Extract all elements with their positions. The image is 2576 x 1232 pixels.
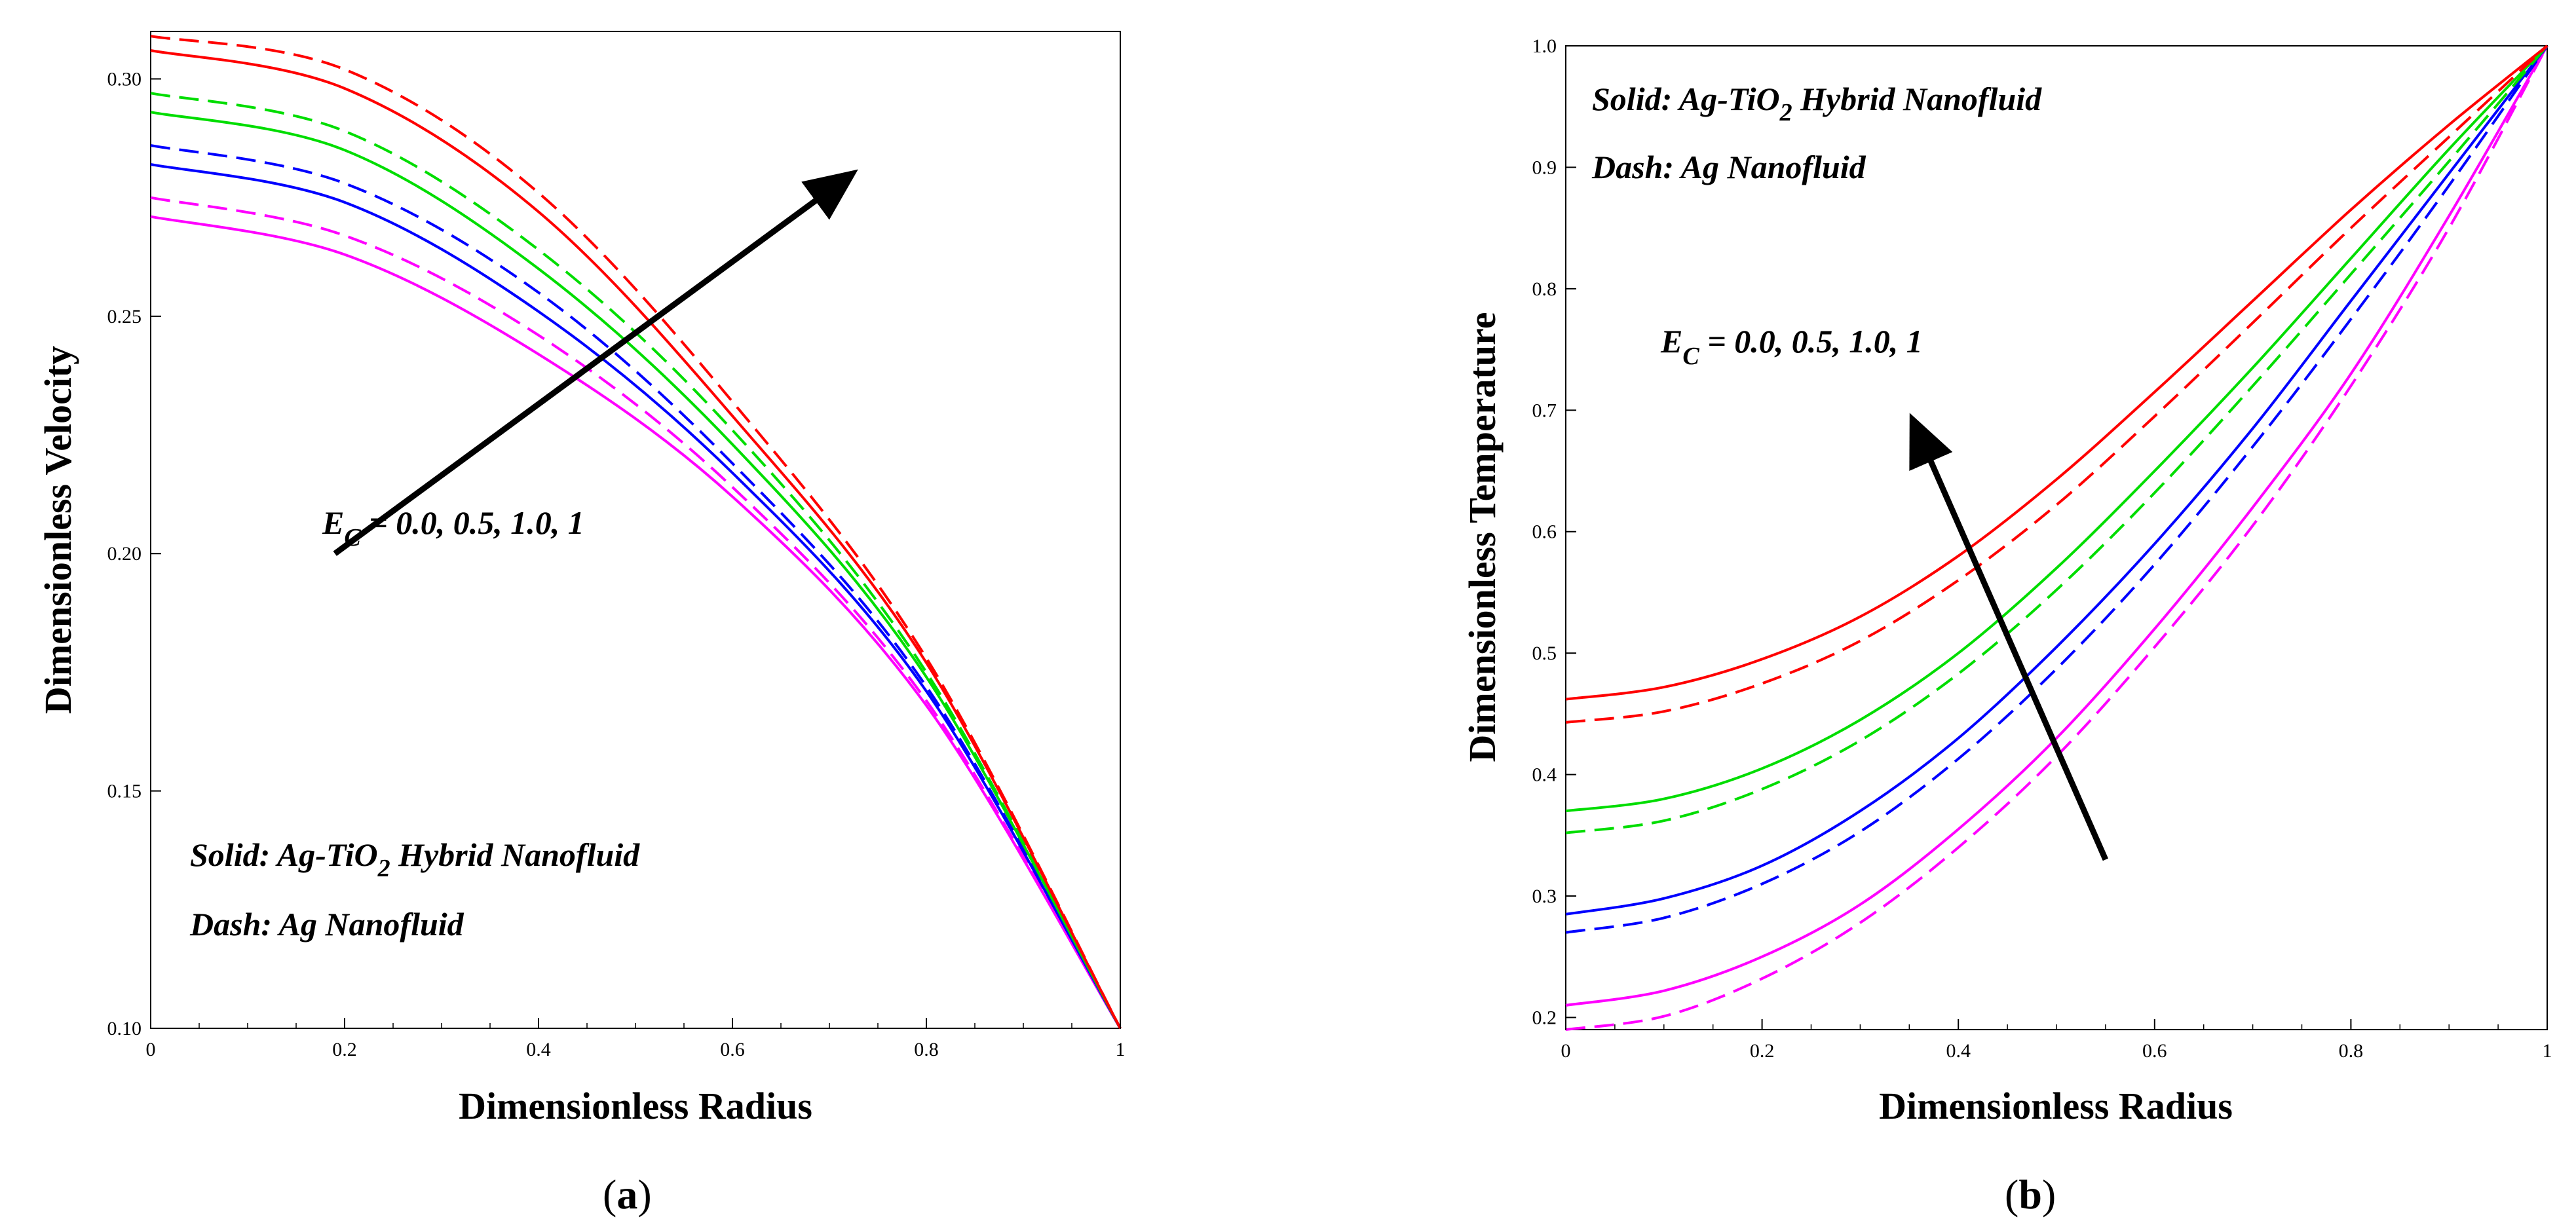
- panel-b-series-line-4: [1565, 45, 2548, 813]
- panel-a-param-subscript: C: [344, 524, 361, 551]
- panel-b-y-tick-label: 0.6: [1532, 521, 1557, 543]
- panel-a-series: [150, 35, 1122, 1030]
- panel-b-param-symbol: E: [1660, 323, 1682, 360]
- panel-a-solid-note-suffix: Hybrid Nanofluid: [390, 836, 641, 873]
- panel-b-x-tick-label: 0.6: [2142, 1040, 2167, 1062]
- panel-b-series-line-2: [1565, 45, 2548, 916]
- panel-a-y-tick-label: 0.15: [107, 781, 142, 802]
- panel-b-x-tick-label: 0: [1561, 1040, 1571, 1062]
- panel-b-series-line-3: [1565, 45, 2548, 934]
- panel-b-caption-letter: b: [2018, 1171, 2042, 1218]
- panel-b-y-tick-label: 0.4: [1532, 764, 1557, 786]
- panel-b-plot-frame: [1565, 45, 2548, 1030]
- panel-a-y-tick-label: 0.20: [107, 543, 142, 565]
- panel-b-x-tick-label: 0.8: [2339, 1040, 2364, 1062]
- panel-a-velocity: 0 0.2 0.4 0.6 0.8 1 0.10 0.15 0.20 0.25 0.30 Dime…: [37, 31, 1126, 1218]
- panel-b-y-ticks: 0.2 0.3 0.4 0.5 0.6 0.7 0.8 0.9 1.0: [1532, 35, 1576, 1028]
- panel-a-series-line-1: [150, 196, 1122, 1030]
- panel-a-x-tick-label: 1: [1116, 1039, 1126, 1060]
- panel-b-solid-note-subscript: 2: [1779, 99, 1792, 126]
- panel-b-solid-note-prefix: Solid: Ag-TiO: [1592, 81, 1780, 117]
- panel-a-plot-frame: [150, 31, 1121, 1029]
- panel-a-x-tick-label: 0.2: [332, 1039, 357, 1060]
- panel-b-y-tick-label: 1.0: [1532, 35, 1557, 57]
- panel-a-dash-note: Dash: Ag Nanofluid: [189, 906, 464, 943]
- panel-b-y-tick-label: 0.3: [1532, 886, 1557, 907]
- panel-a-series-line-0: [150, 215, 1122, 1030]
- panel-b-minor-ticks: [1565, 1024, 2548, 1030]
- panel-b-solid-note: Solid: Ag-TiO2 Hybrid Nanofluid: [1592, 81, 2042, 126]
- panel-b-y-axis-title: Dimensionless Temperature: [1461, 312, 1504, 762]
- panel-a-param-symbol: E: [322, 504, 344, 541]
- panel-b-x-tick-label: 0.4: [1946, 1040, 1971, 1062]
- panel-a-x-tick-label: 0.8: [914, 1039, 939, 1060]
- panel-b-series-line-6: [1565, 45, 2548, 701]
- panel-b-solid-note-suffix: Hybrid Nanofluid: [1792, 81, 2043, 117]
- panel-a-param-values: = 0.0, 0.5, 1.0, 1: [361, 504, 584, 541]
- panel-b-x-tick-label: 0.2: [1750, 1040, 1775, 1062]
- panel-a-y-tick-label: 0.10: [107, 1018, 142, 1039]
- panel-b-dash-note: Dash: Ag Nanofluid: [1591, 149, 1866, 185]
- panel-b-series-line-5: [1565, 45, 2548, 834]
- panel-b-param-label: EC = 0.0, 0.5, 1.0, 1: [1660, 323, 1923, 370]
- panel-b-temperature: 0 0.2 0.4 0.6 0.8 1 0.20.30.40.50.60.70.80.91…: [1461, 35, 2552, 1218]
- panel-b-y-tick-label: 0.7: [1532, 400, 1557, 421]
- panel-a-x-axis-title: Dimensionless Radius: [459, 1085, 812, 1127]
- panel-a-solid-note-prefix: Solid: Ag-TiO: [190, 836, 378, 873]
- panel-b-caption: (b): [2005, 1171, 2056, 1218]
- panel-a-caption-letter: a: [616, 1171, 637, 1218]
- panel-b-y-tick-label: 0.5: [1532, 643, 1557, 664]
- panel-b-series-line-0: [1565, 45, 2548, 1007]
- panel-a-series-line-7: [150, 35, 1122, 1029]
- panel-b-param-values: = 0.0, 0.5, 1.0, 1: [1699, 323, 1923, 360]
- panel-a-caption: (a): [603, 1171, 652, 1218]
- panel-a-series-line-6: [150, 49, 1122, 1029]
- panel-a-param-label: EC = 0.0, 0.5, 1.0, 1: [322, 504, 584, 551]
- panel-a-y-ticks: 0.10 0.15 0.20 0.25 0.30: [107, 68, 161, 1039]
- panel-a-series-line-2: [150, 162, 1122, 1029]
- panel-b-y-tick-label: 0.2: [1532, 1007, 1557, 1028]
- panel-b-series-line-1: [1565, 45, 2548, 1031]
- panel-b-trend-arrow: [1909, 413, 2109, 861]
- panel-b-series-line-7: [1565, 45, 2548, 724]
- panel-a-solid-note-subscript: 2: [377, 855, 390, 882]
- panel-a-series-line-5: [150, 92, 1122, 1029]
- panel-a-y-axis-title: Dimensionless Velocity: [37, 346, 79, 714]
- panel-b-x-ticks: 0 0.2 0.4 0.6 0.8 1: [1561, 1019, 2552, 1062]
- panel-a-solid-note: Solid: Ag-TiO2 Hybrid Nanofluid: [190, 836, 640, 882]
- panel-a-x-tick-label: 0: [146, 1039, 156, 1060]
- panel-b-y-tick-label: 0.9: [1532, 157, 1557, 178]
- panel-b-y-tick-label: 0.8: [1532, 278, 1557, 300]
- panel-a-x-tick-label: 0.6: [720, 1039, 745, 1060]
- panel-a-minor-ticks: [150, 1023, 1121, 1028]
- panel-a-x-tick-label: 0.4: [526, 1039, 551, 1060]
- panel-b-series: [1565, 45, 2548, 1031]
- panel-a-y-tick-label: 0.25: [107, 306, 142, 327]
- panel-b-x-axis-title: Dimensionless Radius: [1879, 1085, 2233, 1127]
- panel-b-param-subscript: C: [1682, 343, 1699, 370]
- panel-a-y-tick-label: 0.30: [107, 68, 142, 90]
- panel-a-series-line-3: [150, 143, 1122, 1029]
- panel-a-x-ticks: 0 0.2 0.4 0.6 0.8 1: [146, 1018, 1126, 1060]
- panel-a-trend-arrow: [333, 169, 858, 556]
- panel-a-series-line-4: [150, 111, 1122, 1029]
- panel-b-x-tick-label: 1: [2543, 1040, 2552, 1062]
